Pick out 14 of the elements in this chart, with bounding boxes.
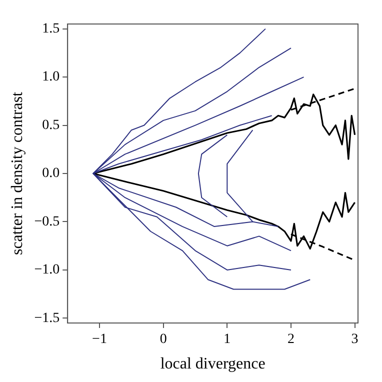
y-tick-label: 0.5 [42,118,60,133]
y-tick-label: 1.5 [42,21,60,36]
x-tick-label: 2 [287,332,294,348]
y-axis-title: scatter in density contrast [8,91,26,256]
x-tick-label: −1 [92,332,107,348]
x-axis-title: local divergence [160,356,266,373]
y-tick-label: 0.0 [42,166,60,182]
x-tick-label: 1 [224,332,231,348]
y-tick-label: −1.5 [34,310,60,326]
y-tick-label: 1.0 [42,70,60,85]
x-tick-label: 3 [351,332,358,348]
x-tick-label: 0 [160,332,167,348]
y-tick-label: −1.0 [34,262,60,278]
y-tick-label: −0.5 [34,214,60,230]
